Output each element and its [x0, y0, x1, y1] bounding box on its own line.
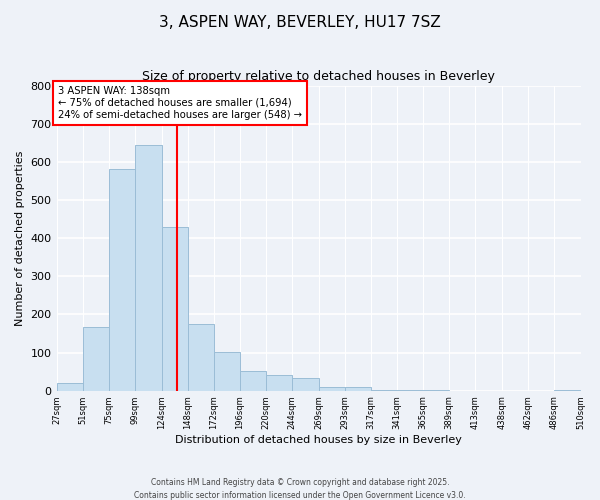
Bar: [134, 144, 162, 390]
X-axis label: Distribution of detached houses by size in Beverley: Distribution of detached houses by size …: [175, 435, 462, 445]
Title: Size of property relative to detached houses in Beverley: Size of property relative to detached ho…: [142, 70, 495, 83]
Bar: [214, 352, 240, 391]
Bar: [109, 168, 134, 390]
Bar: [188, 324, 214, 390]
Bar: [162, 226, 188, 390]
Bar: [345, 386, 371, 390]
Bar: [266, 376, 292, 390]
Y-axis label: Number of detached properties: Number of detached properties: [15, 150, 25, 326]
Bar: [292, 378, 319, 390]
Bar: [56, 383, 83, 390]
Bar: [83, 326, 109, 390]
Bar: [319, 387, 345, 390]
Text: 3 ASPEN WAY: 138sqm
← 75% of detached houses are smaller (1,694)
24% of semi-det: 3 ASPEN WAY: 138sqm ← 75% of detached ho…: [58, 86, 302, 120]
Text: 3, ASPEN WAY, BEVERLEY, HU17 7SZ: 3, ASPEN WAY, BEVERLEY, HU17 7SZ: [159, 15, 441, 30]
Text: Contains HM Land Registry data © Crown copyright and database right 2025.
Contai: Contains HM Land Registry data © Crown c…: [134, 478, 466, 500]
Bar: [240, 372, 266, 390]
